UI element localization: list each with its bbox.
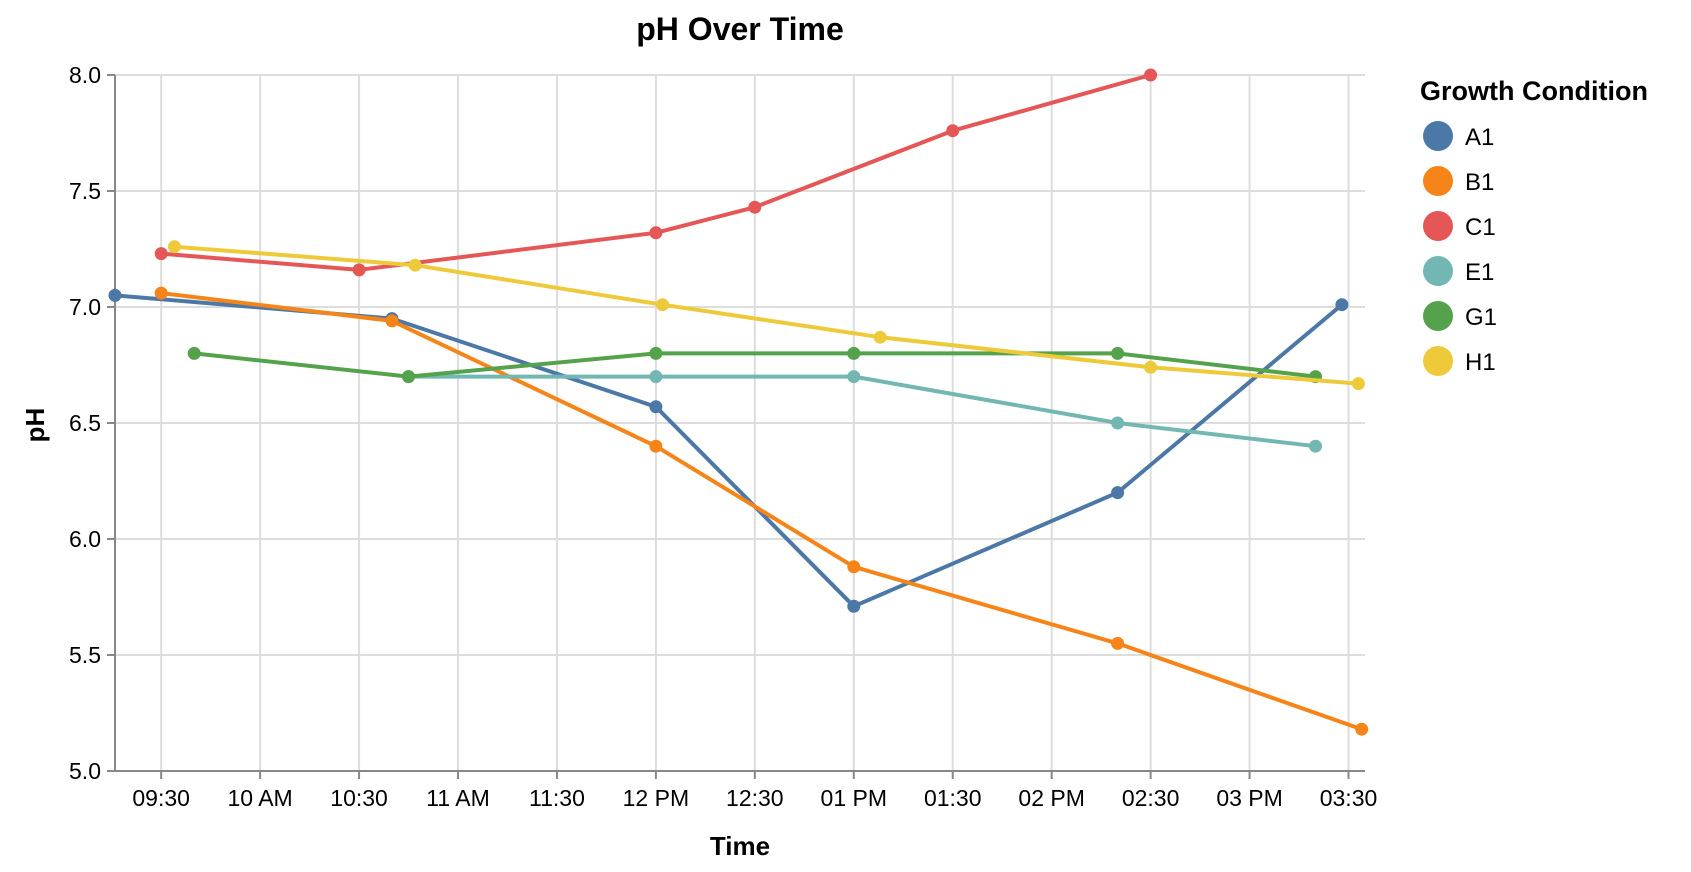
x-axis-title: Time [710, 831, 770, 861]
data-point [154, 247, 168, 261]
chart-title: pH Over Time [636, 11, 843, 47]
legend-label: C1 [1465, 214, 1496, 241]
series-B1 [154, 286, 1369, 736]
x-tick-label: 03 PM [1216, 785, 1282, 811]
data-point [1309, 439, 1322, 453]
legend-swatch [1423, 121, 1453, 151]
x-tick-label: 02:30 [1122, 785, 1180, 811]
series-line [160, 291, 1363, 732]
data-point [154, 286, 168, 300]
data-point [1111, 636, 1125, 650]
legend-swatch [1423, 256, 1453, 286]
data-point [1111, 486, 1125, 500]
data-point [649, 346, 663, 360]
legend-swatch [1423, 346, 1453, 376]
data-point [167, 240, 181, 254]
data-point [946, 124, 960, 138]
y-tick-label: 5.5 [69, 642, 101, 668]
data-point [847, 346, 861, 360]
x-tick-label: 12 PM [623, 785, 689, 811]
x-tick-label: 11 AM [426, 785, 490, 811]
series-C1 [154, 68, 1158, 277]
series-A1 [108, 288, 1349, 613]
legend-title: Growth Condition [1420, 76, 1648, 106]
grid-layer [115, 74, 1365, 772]
legend-swatch [1423, 301, 1453, 331]
x-tick-label: 01:30 [924, 785, 982, 811]
legend-label: B1 [1465, 169, 1494, 196]
data-point [847, 370, 861, 384]
data-point [1144, 360, 1158, 374]
data-point [847, 599, 861, 613]
x-tick-label: 10:30 [330, 785, 388, 811]
axes: 5.0 5.5 6.0 6.5 7.0 7.5 8.0 09:30 10 AM 10:30 11 A… [69, 62, 1377, 811]
x-tick-label: 02 PM [1018, 785, 1084, 811]
data-point [649, 226, 663, 240]
x-tick-label: 10 AM [228, 785, 293, 811]
series-line [193, 351, 1316, 379]
legend-label: G1 [1465, 304, 1497, 331]
data-point [187, 346, 201, 360]
data-point [649, 439, 663, 453]
data-point [656, 298, 669, 312]
data-point [1111, 346, 1125, 360]
legend-swatch [1423, 166, 1453, 196]
legend: Growth Condition A1 B1 C1 E1 G1 H1 [1420, 76, 1648, 376]
y-tick-label: 5.0 [69, 758, 101, 784]
series-H1 [167, 240, 1365, 391]
y-axis-title: pH [20, 408, 50, 443]
y-tick-label: 8.0 [69, 62, 101, 88]
series-G1 [187, 346, 1322, 384]
x-tick-label: 12:30 [726, 785, 784, 811]
series-line [174, 244, 1359, 386]
data-point [402, 370, 415, 384]
data-point [748, 200, 762, 214]
series-layer [108, 68, 1369, 736]
series-line [408, 374, 1316, 449]
y-tick-label: 6.5 [69, 410, 101, 436]
y-tick-label: 6.0 [69, 526, 101, 552]
legend-label: A1 [1465, 124, 1494, 151]
y-tick-label: 7.5 [69, 178, 101, 204]
data-point [649, 400, 663, 414]
data-point [873, 330, 887, 344]
legend-label: E1 [1465, 259, 1494, 286]
legend-swatch [1423, 211, 1453, 241]
data-point [1351, 377, 1365, 391]
data-point [1355, 722, 1369, 736]
data-point [352, 263, 366, 277]
x-tick-label: 09:30 [132, 785, 190, 811]
series-line [114, 293, 1344, 609]
x-tick-label: 11:30 [529, 785, 585, 811]
data-point [108, 288, 122, 302]
series-line [161, 73, 1152, 272]
x-tick-label: 03:30 [1320, 785, 1378, 811]
y-tick-label: 7.0 [69, 294, 101, 320]
data-point [408, 258, 422, 272]
series-E1 [402, 370, 1322, 453]
legend-label: H1 [1465, 349, 1496, 376]
data-point [1144, 68, 1158, 82]
data-point [649, 370, 663, 384]
x-tick-label: 01 PM [821, 785, 887, 811]
data-point [1335, 298, 1349, 312]
data-point [847, 560, 861, 574]
data-point [385, 314, 399, 328]
data-point [1111, 416, 1125, 430]
